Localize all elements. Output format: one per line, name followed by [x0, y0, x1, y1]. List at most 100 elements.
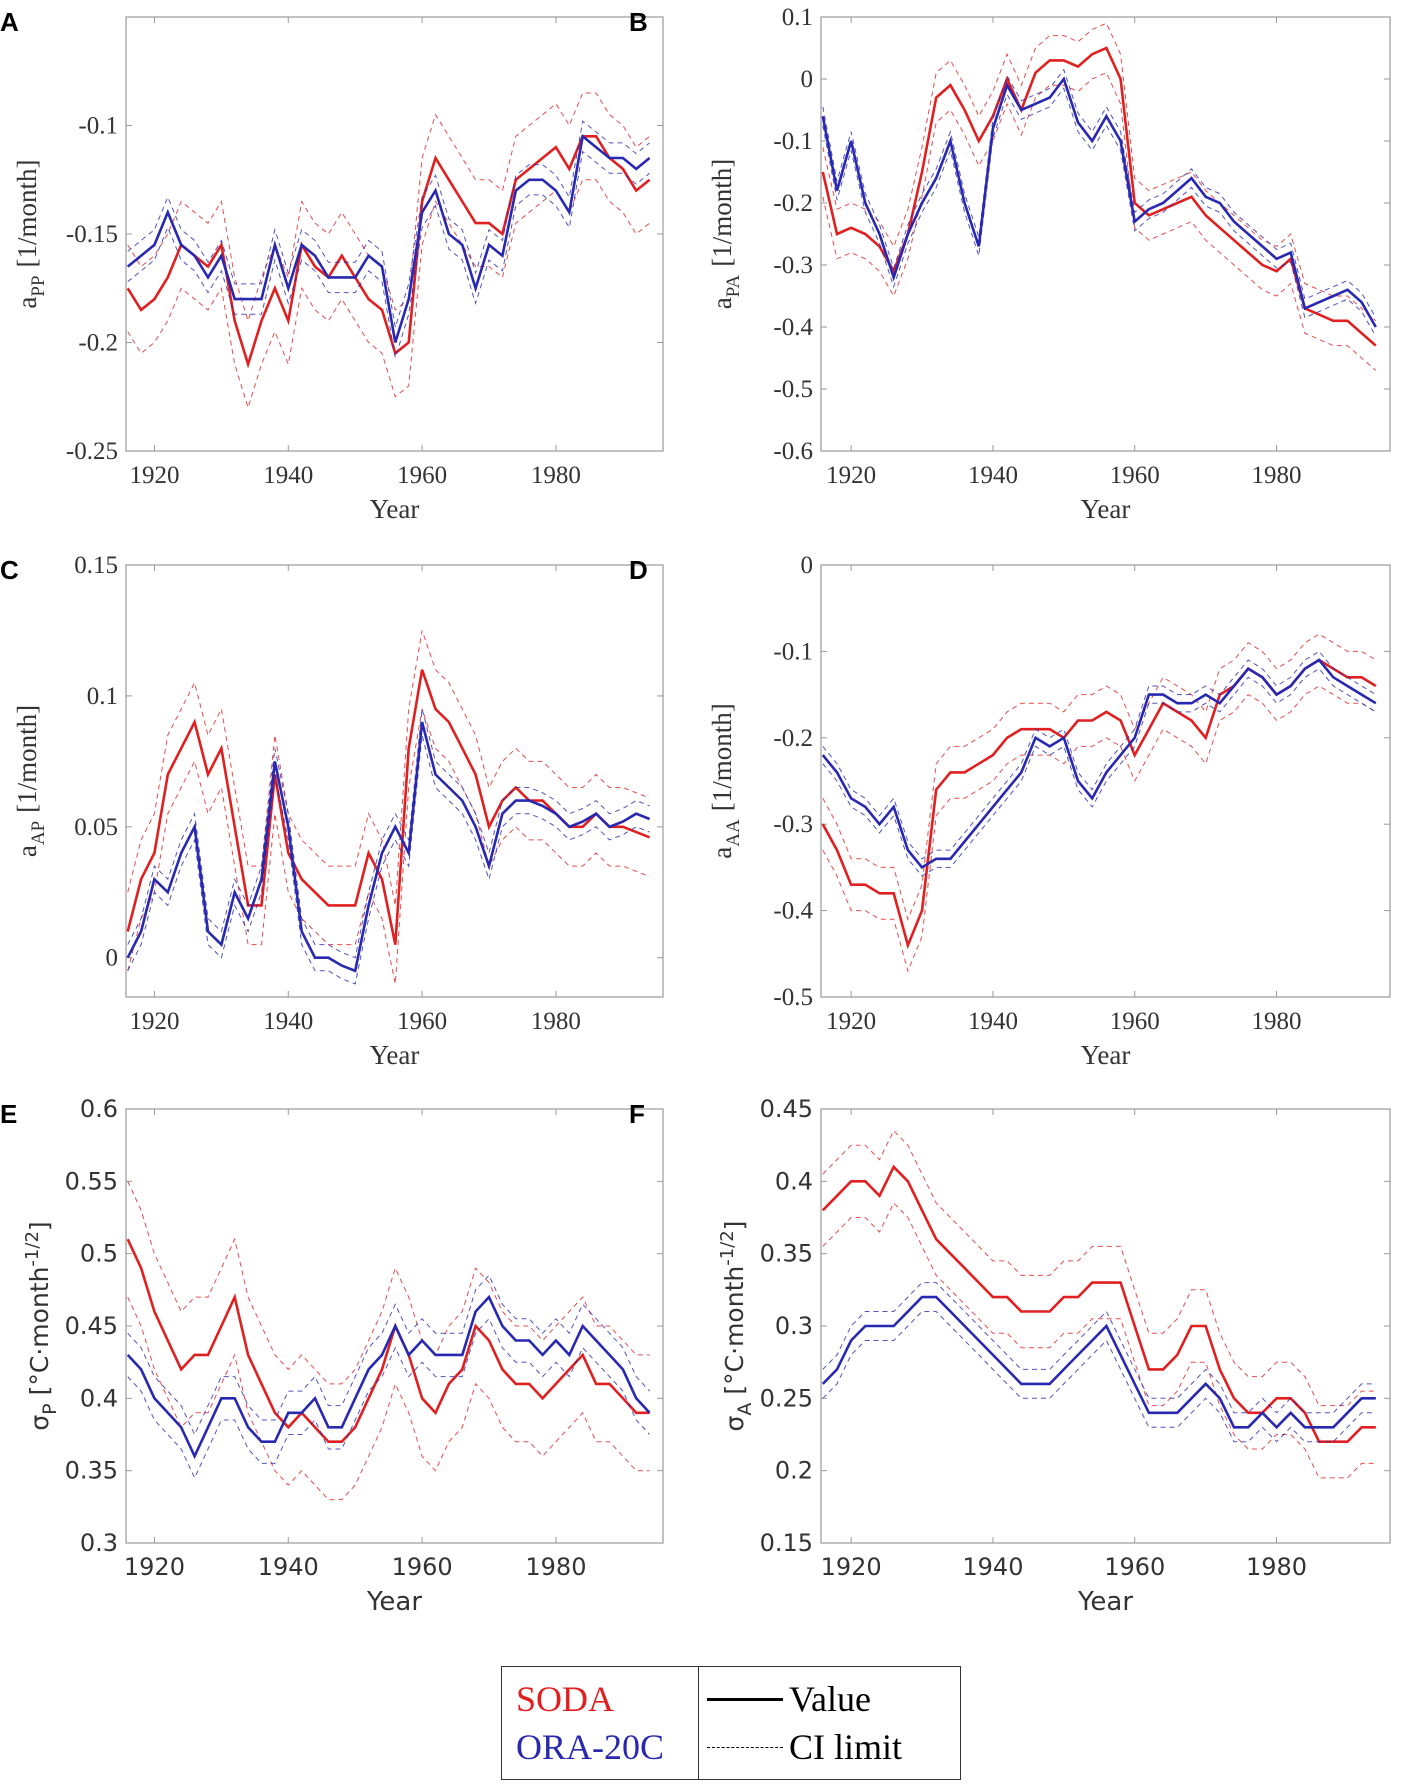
y-label-sub: AP — [28, 821, 49, 845]
y-tick-label: 0.25 — [760, 1384, 813, 1412]
x-tick-label: 1980 — [1252, 1008, 1302, 1035]
x-axis-label: Year — [1077, 1587, 1133, 1617]
y-label-sub: P — [39, 1403, 61, 1414]
y-tick-label: 0.15 — [74, 552, 118, 579]
plot-frame — [820, 564, 1391, 998]
y-label-main: a — [12, 845, 42, 857]
y-tick-label: 0.4 — [775, 1167, 813, 1195]
series-line-soda — [126, 1238, 650, 1443]
y-label-unit: [°C·month — [25, 1267, 54, 1396]
x-tick-label: 1940 — [968, 1008, 1018, 1035]
y-tick-label: -0.2 — [78, 330, 118, 357]
y-tick-label: 0.45 — [65, 1312, 118, 1340]
ci-lower-ora-20c — [822, 87, 1377, 337]
x-tick-label: 1980 — [1252, 462, 1302, 489]
y-tick-label: 0 — [106, 945, 119, 972]
x-tick-label: 1960 — [397, 462, 447, 489]
legend-ci: CI limit — [707, 1723, 952, 1771]
y-label-sub: A — [734, 1403, 756, 1416]
ci-lower-ora-20c — [127, 150, 650, 358]
ci-lower-soda — [822, 685, 1377, 973]
y-tick-label: 0.5 — [80, 1240, 118, 1268]
y-tick-label: 0.45 — [760, 1095, 813, 1123]
x-tick-label: 1980 — [531, 1008, 581, 1035]
y-tick-label: 0.35 — [760, 1240, 813, 1268]
y-tick-label: -0.15 — [66, 221, 118, 248]
x-axis-label: Year — [366, 1587, 422, 1617]
plot-frame — [125, 564, 664, 998]
panel-A: A 1920 1940 1960 1980 -0.25 -0.2 -0.15 -0.1 Year a… — [0, 7, 664, 524]
legend-ci-label: CI limit — [789, 1727, 903, 1767]
ci-upper-ora-20c — [822, 650, 1377, 860]
panel-letter: E — [0, 1099, 17, 1129]
y-tick-label: -0.4 — [773, 898, 813, 925]
y-label-sup: -1/2 — [22, 1231, 43, 1266]
series-line-soda — [821, 1164, 1376, 1443]
y-label-close: ] — [25, 1221, 54, 1231]
ci-lower-ora-20c — [127, 735, 650, 985]
y-tick-label: 0 — [801, 552, 814, 579]
x-tick-label: 1960 — [397, 1008, 447, 1035]
x-axis-label: Year — [370, 1040, 420, 1070]
panel-F: F 1920 1940 1960 1980 0.15 0.2 0.25 0.3 0.35 0.4 0.… — [629, 1095, 1391, 1617]
plot-frame — [820, 16, 1391, 452]
y-tick-label: -0.1 — [78, 113, 118, 140]
ci-upper-soda — [822, 633, 1377, 921]
y-tick-label: -0.1 — [773, 638, 813, 665]
panel-letter: A — [0, 7, 19, 37]
x-tick-label: 1920 — [826, 1008, 876, 1035]
panel-letter: F — [629, 1099, 645, 1129]
y-tick-label: 0.3 — [80, 1529, 118, 1557]
x-tick-label: 1940 — [258, 1553, 319, 1581]
y-tick-label: 0.6 — [80, 1095, 118, 1123]
x-tick-label: 1980 — [525, 1553, 586, 1581]
x-axis-label: Year — [1081, 1040, 1131, 1070]
y-tick-label: 0.05 — [74, 814, 118, 841]
panel-B: B 1920 1940 1960 1980 -0.6 -0.5 -0.4 -0.3 -0.2 -0.… — [629, 4, 1391, 524]
y-tick-label: -0.4 — [773, 314, 813, 341]
y-tick-label: 0.3 — [775, 1312, 813, 1340]
legend: SODA ORA-20C Value CI limit — [501, 1666, 961, 1780]
y-tick-label: -0.25 — [66, 438, 118, 465]
x-tick-label: 1980 — [531, 462, 581, 489]
ci-upper-soda — [127, 630, 650, 906]
y-label-close: ] — [720, 1221, 749, 1231]
ci-lower-soda — [127, 1296, 650, 1501]
x-axis-label: Year — [1081, 494, 1131, 524]
x-tick-label: 1940 — [263, 462, 313, 489]
panel-letter: B — [629, 7, 648, 37]
panel-C: C 1920 1940 1960 1980 0 0.05 0.1 0.15 Year aAP [1/m… — [0, 552, 664, 1070]
y-axis-label: aAA [1/month] — [707, 703, 744, 858]
y-label-unit: [1/month] — [12, 159, 42, 267]
y-label-main: σ — [25, 1415, 54, 1431]
y-label-main: σ — [720, 1415, 749, 1431]
solid-line-swatch — [707, 1697, 783, 1701]
series-line-ora-20c — [126, 1294, 651, 1460]
y-tick-label: -0.3 — [773, 252, 813, 279]
panel-letter: D — [629, 555, 648, 585]
panel-letter: C — [0, 555, 19, 585]
y-label-sub: AA — [723, 819, 744, 847]
y-tick-label: -0.3 — [773, 811, 813, 838]
y-tick-label: -0.5 — [773, 984, 813, 1011]
ci-upper-soda — [127, 1181, 650, 1385]
y-axis-label: aAP [1/month] — [12, 705, 49, 857]
panel-D: D 1920 1940 1960 1980 -0.5 -0.4 -0.3 -0.2 -0.1 0 Ye… — [629, 552, 1391, 1070]
x-tick-label: 1980 — [1246, 1553, 1307, 1581]
y-tick-label: 0.15 — [760, 1529, 813, 1557]
ci-upper-ora-20c — [822, 68, 1377, 318]
y-label-sub: PA — [723, 274, 744, 297]
x-tick-label: 1960 — [1104, 1553, 1165, 1581]
y-tick-label: 0.35 — [65, 1457, 118, 1485]
x-axis-label: Year — [370, 494, 420, 524]
plot-frame — [125, 16, 664, 452]
series-line-ora-20c — [821, 658, 1377, 870]
ci-upper-soda — [822, 1129, 1376, 1407]
y-tick-label: 0.4 — [80, 1384, 118, 1412]
ci-lower-soda — [822, 1202, 1376, 1479]
x-tick-label: 1920 — [129, 1008, 179, 1035]
legend-ora20c: ORA-20C — [516, 1727, 665, 1767]
y-axis-label: aPA [1/month] — [707, 159, 744, 310]
